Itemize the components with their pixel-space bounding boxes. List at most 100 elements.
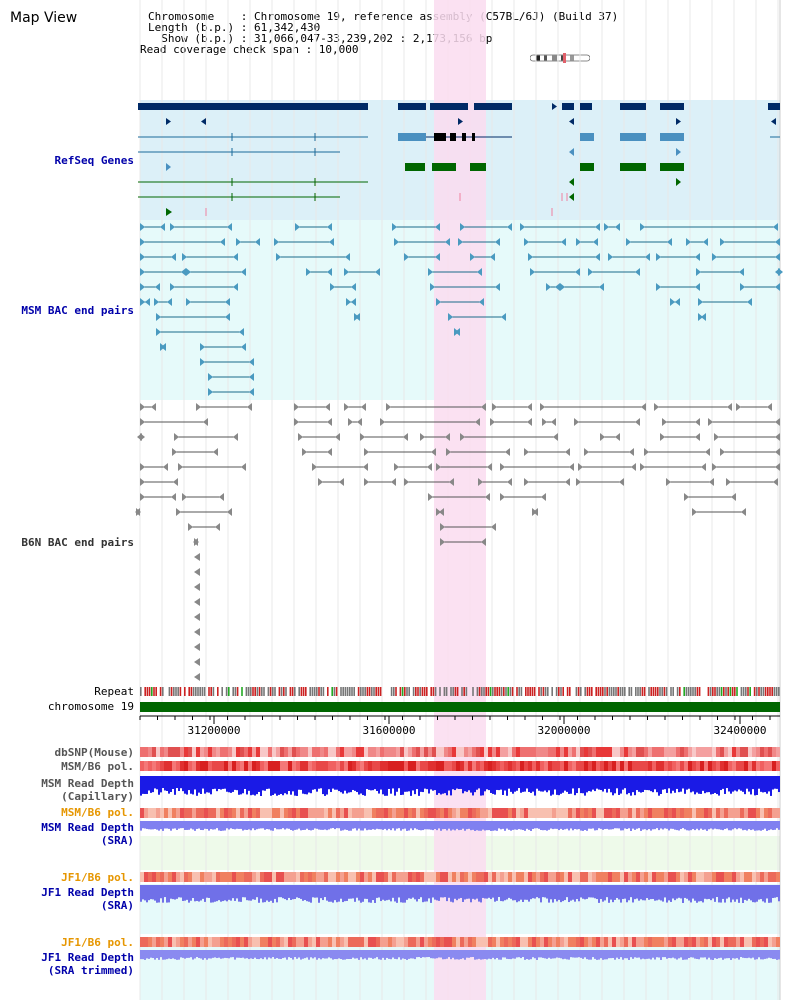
bac-end-pair[interactable] [170,223,232,231]
bac-end-pair[interactable] [140,268,186,276]
track-label-jf1-b6-pol-2[interactable]: JF1/B6 pol. [61,936,134,949]
bac-end[interactable] [194,583,200,591]
bac-end-pair[interactable] [156,313,230,321]
bac-end-pair[interactable] [604,223,620,231]
bac-end-pair[interactable] [186,298,230,306]
track-label-jf1-depth-trim[interactable]: JF1 Read Depth [41,951,134,964]
bac-end-pair[interactable] [714,433,780,441]
bac-end-pair[interactable] [200,358,254,366]
bac-end-pair[interactable] [346,298,356,306]
bac-end-pair[interactable] [298,433,340,441]
track-label-b6n-bac[interactable]: B6N BAC end pairs [21,536,134,549]
bac-end-pair[interactable] [135,508,141,516]
bac-end-pair[interactable] [712,463,780,471]
bac-end[interactable] [194,553,200,561]
bac-end-pair[interactable] [458,238,500,246]
bac-end-pair[interactable] [404,478,454,486]
bac-end-pair[interactable] [344,403,366,411]
bac-end-pair[interactable] [140,223,165,231]
bac-end[interactable] [194,598,200,606]
heat-tracks[interactable] [140,747,780,960]
bac-end[interactable] [194,643,200,651]
bac-end-pair[interactable] [726,478,778,486]
bac-end-pair[interactable] [546,283,560,291]
bac-end-pair[interactable] [386,403,486,411]
refseq-genes[interactable] [138,103,780,216]
bac-end-pair[interactable] [140,253,176,261]
bac-end-pair[interactable] [420,433,450,441]
bac-end-pair[interactable] [196,403,252,411]
bac-end-pair[interactable] [430,283,500,291]
bac-end-pair[interactable] [578,463,636,471]
bac-end-pair[interactable] [295,223,332,231]
bac-end[interactable] [194,673,200,681]
bac-end-pair[interactable] [172,448,218,456]
bac-end-pair[interactable] [160,343,166,351]
bac-end-pair[interactable] [178,463,246,471]
bac-end-pair[interactable] [176,508,232,516]
bac-end-pair[interactable] [492,403,532,411]
bac-end-pair[interactable] [348,418,362,426]
bac-end-pair[interactable] [137,433,145,441]
bac-end-pair[interactable] [532,508,538,516]
bac-end-pair[interactable] [686,238,708,246]
bac-end-pair[interactable] [698,313,706,321]
repeat-track[interactable] [140,687,780,696]
bac-end-pair[interactable] [182,253,238,261]
track-label-jf1-depth-sra[interactable]: JF1 Read Depth [41,886,134,899]
track-label-msm-b6-pol[interactable]: MSM/B6 pol. [61,760,134,773]
bac-end-pair[interactable] [306,268,332,276]
bac-end-pair[interactable] [640,223,778,231]
bac-end-pair[interactable] [670,298,680,306]
bac-end-pair[interactable] [574,418,640,426]
bac-end-pair[interactable] [140,463,168,471]
bac-end-pair[interactable] [436,508,444,516]
bac-end-pair[interactable] [542,418,556,426]
bac-end-pair[interactable] [186,268,246,276]
bac-end-pair[interactable] [576,238,598,246]
bac-end-pair[interactable] [294,403,330,411]
bac-end[interactable] [194,658,200,666]
bac-end-pair[interactable] [698,298,752,306]
track-label-msm-depth-sra[interactable]: MSM Read Depth [41,821,134,834]
bac-end-pair[interactable] [530,268,580,276]
highlight-region[interactable] [434,0,486,1000]
bac-end-pair[interactable] [720,448,780,456]
bac-end-pair[interactable] [540,403,646,411]
bac-end-pair[interactable] [156,328,244,336]
track-label-dbsnp[interactable]: dbSNP(Mouse) [55,746,134,759]
bac-end-pair[interactable] [736,403,772,411]
bac-end-pair[interactable] [354,313,360,321]
bac-end-pair[interactable] [640,463,706,471]
bac-end-pair[interactable] [600,433,620,441]
bac-end-pair[interactable] [174,433,238,441]
bac-end[interactable] [194,613,200,621]
bac-end-pair[interactable] [775,268,783,276]
bac-end-pair[interactable] [140,403,156,411]
bac-end-pair[interactable] [656,283,700,291]
bac-end-pair[interactable] [662,418,700,426]
bac-end-pair[interactable] [360,433,408,441]
bac-end-pair[interactable] [140,298,150,306]
bac-end-pair[interactable] [708,418,780,426]
bac-end-pair[interactable] [392,223,440,231]
bac-end-pair[interactable] [460,223,512,231]
bac-end-pair[interactable] [524,448,570,456]
bac-end-pair[interactable] [394,238,450,246]
bac-end-pair[interactable] [318,478,344,486]
bac-end-pair[interactable] [712,253,780,261]
bac-end-pair[interactable] [626,238,672,246]
bac-end-pair[interactable] [394,463,432,471]
bac-end-pair[interactable] [696,268,744,276]
bac-end-pair[interactable] [312,463,368,471]
bac-end-pair[interactable] [644,448,710,456]
chromosome-ideogram[interactable] [530,53,590,63]
bac-end-pair[interactable] [454,328,460,336]
bac-end-pair[interactable] [478,478,512,486]
bac-end-pair[interactable] [524,238,566,246]
bac-end-pair[interactable] [364,448,436,456]
track-label-repeat[interactable]: Repeat [94,685,134,698]
bac-end-pair[interactable] [140,418,208,426]
chromosome-bar[interactable] [140,702,780,712]
